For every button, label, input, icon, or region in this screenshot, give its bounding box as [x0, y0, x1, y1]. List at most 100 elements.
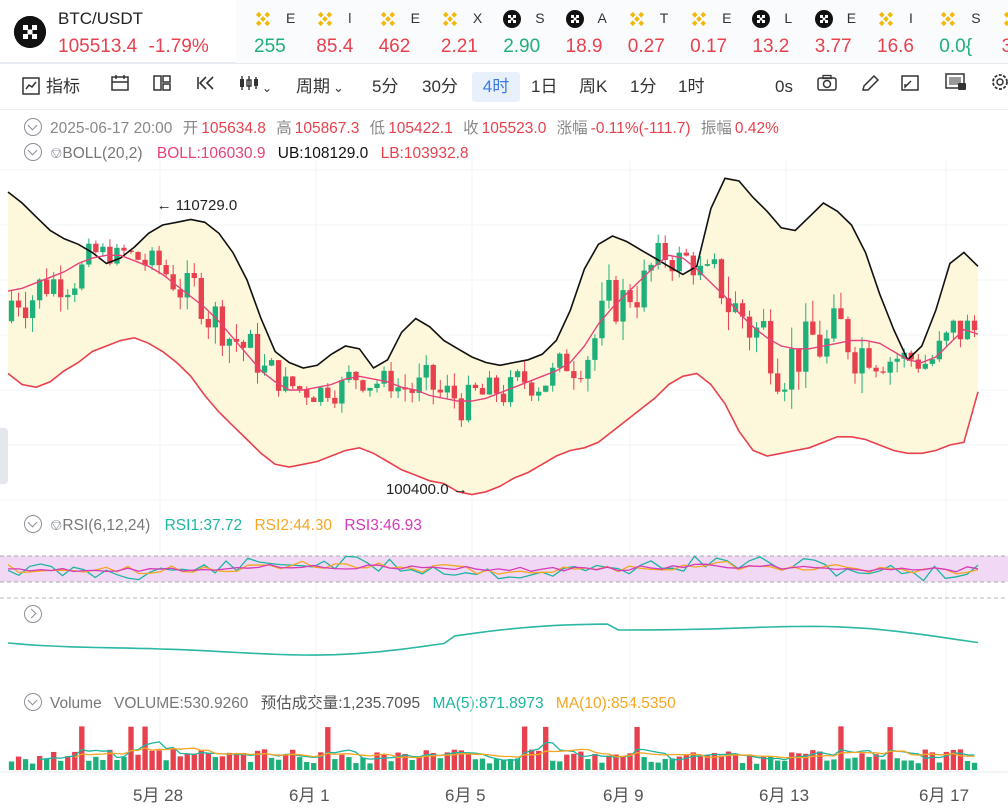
snapshot-button[interactable] — [944, 72, 968, 102]
ticker-item[interactable]: E 255 — [240, 0, 302, 64]
volume-bar — [500, 760, 507, 770]
rsi2-value: RSI2:44.30 — [254, 517, 333, 534]
chart-type-button[interactable]: ⌄ — [238, 72, 272, 102]
expand-toggle-icon[interactable] — [24, 605, 42, 623]
low-label: 低 — [369, 120, 386, 137]
camera-icon — [817, 74, 837, 91]
candle-body — [634, 302, 640, 308]
candle-body — [725, 298, 732, 313]
collapse-toggle-icon[interactable] — [24, 118, 42, 136]
volume-bar — [346, 757, 352, 770]
candle-body — [79, 264, 85, 289]
ticker-item[interactable]: S 0.0{ — [925, 0, 987, 64]
ticker-value: 0.27 — [627, 36, 665, 57]
split-view-button[interactable] — [152, 72, 172, 102]
volume-bar — [606, 755, 612, 770]
ticker-value: 16.6 — [877, 36, 914, 57]
volume-ma10: MA(10):854.5350 — [555, 695, 676, 712]
interval-4h[interactable]: 4时 — [472, 72, 520, 102]
ticker-item[interactable]: 3 — [988, 0, 1008, 64]
ticker-item[interactable]: E 0.17 — [676, 0, 738, 64]
volume-bar — [226, 752, 233, 770]
rewind-button[interactable] — [196, 72, 216, 102]
volume-bar — [268, 757, 275, 770]
collapse-toggle-icon[interactable] — [24, 515, 42, 533]
volume-bar — [725, 751, 732, 770]
volume-bar — [493, 759, 500, 770]
ticker-value: 85.4 — [316, 36, 354, 57]
ticker-item[interactable]: E 462 — [365, 0, 427, 64]
ticker-item[interactable]: T 0.27 — [614, 0, 676, 64]
candle-body — [507, 377, 514, 403]
main-pair-tab[interactable]: BTC/USDT 105513.4 -1.79% — [0, 0, 236, 64]
ticker-value: 3.77 — [814, 36, 852, 57]
candle-body — [177, 289, 183, 298]
ticker-item[interactable]: L 13.2 — [738, 0, 800, 64]
collapse-toggle-icon[interactable] — [24, 143, 42, 161]
ticker-item[interactable]: S 2.90 — [489, 0, 551, 64]
interval-5m[interactable]: 5分 — [372, 77, 399, 96]
rewind-icon — [197, 76, 214, 90]
bell-icon[interactable]: ⎊ — [50, 145, 63, 162]
volume-bar — [254, 750, 261, 770]
expand-button[interactable] — [900, 72, 920, 102]
pair-price-line: 105513.4 -1.79% — [58, 36, 209, 58]
volume-bar — [894, 758, 900, 770]
candle-body — [479, 388, 486, 395]
volume-bar — [458, 750, 465, 770]
volume-bar — [971, 762, 978, 770]
interval-1m[interactable]: 1分 — [630, 77, 657, 96]
volume-bar — [100, 759, 106, 770]
layout-button[interactable] — [110, 72, 130, 102]
settings-button[interactable] — [990, 72, 1008, 102]
candle-body — [550, 367, 556, 386]
volume-bar — [676, 756, 682, 770]
ticker-item[interactable]: A 18.9 — [552, 0, 614, 64]
volume-bar — [578, 751, 584, 770]
candle-body — [444, 385, 450, 393]
volume-bar — [824, 760, 830, 770]
bollinger-upper-line — [7, 177, 979, 370]
rsi-band-fill — [0, 556, 1008, 582]
interval-30m[interactable]: 30分 — [422, 77, 458, 96]
collapse-toggle-icon[interactable] — [24, 693, 42, 711]
candle-body — [423, 364, 429, 378]
volume-bar — [353, 763, 359, 770]
ticker-item[interactable]: E 3.77 — [801, 0, 863, 64]
side-panel-handle[interactable] — [0, 428, 8, 484]
volume-bar — [817, 751, 823, 770]
volume-bar — [409, 759, 415, 770]
volume-bar — [170, 749, 176, 770]
interval-1w[interactable]: 周K — [579, 77, 608, 96]
camera-button[interactable] — [816, 72, 838, 102]
checker-icon — [814, 10, 833, 28]
ticker-name: X — [472, 10, 483, 26]
ticker-item[interactable]: l 85.4 — [302, 0, 364, 64]
ticker-item[interactable]: I 16.6 — [863, 0, 925, 64]
candle-body — [571, 371, 577, 379]
extra-indicator-toggle[interactable] — [24, 605, 50, 625]
volume-bar — [15, 756, 22, 770]
ticker-value: 462 — [378, 36, 411, 57]
volume-bar — [72, 751, 78, 770]
interval-1d[interactable]: 1日 — [531, 77, 558, 96]
period-dropdown[interactable]: 周期 ⌄ — [296, 72, 344, 102]
draw-button[interactable] — [860, 72, 880, 102]
ticker-name: L — [784, 10, 793, 26]
period-label: 周期 — [296, 77, 330, 96]
volume-bar — [613, 754, 619, 770]
interval-1h[interactable]: 1时 — [678, 77, 705, 96]
volume-ma5-line — [39, 741, 975, 761]
candle-body — [866, 348, 872, 368]
volume-bar — [205, 753, 211, 770]
indicators-button[interactable]: 指标 — [22, 72, 80, 102]
rsi3-value: RSI3:46.93 — [344, 517, 422, 534]
ticker-item[interactable]: X 2.21 — [427, 0, 489, 64]
volume-bar — [831, 759, 837, 770]
volume-bar — [585, 759, 591, 770]
candle-body — [163, 265, 169, 275]
volume-bar — [641, 757, 647, 770]
bell-icon[interactable]: ⎊ — [50, 517, 63, 534]
ticker-name: E — [846, 10, 857, 26]
rsi1-value: RSI1:37.72 — [164, 517, 243, 534]
